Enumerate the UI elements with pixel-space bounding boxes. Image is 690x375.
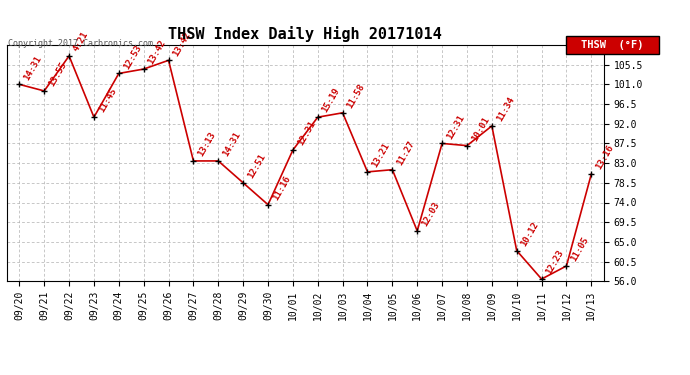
Text: 12:51: 12:51 [246, 152, 267, 180]
Text: 13:21: 13:21 [371, 141, 391, 169]
Text: 12:03: 12:03 [420, 200, 441, 228]
Text: 13:42: 13:42 [146, 39, 168, 66]
Text: 10:12: 10:12 [520, 220, 541, 248]
Text: 11:58: 11:58 [346, 82, 366, 110]
Text: 14:31: 14:31 [22, 54, 43, 82]
Text: 11:27: 11:27 [395, 139, 416, 167]
Text: 11:45: 11:45 [97, 87, 118, 114]
Text: 15:19: 15:19 [321, 87, 342, 114]
Text: 10:01: 10:01 [470, 115, 491, 143]
Title: THSW Index Daily High 20171014: THSW Index Daily High 20171014 [168, 27, 442, 42]
Text: 13:42: 13:42 [171, 30, 193, 57]
Text: 13:55: 13:55 [47, 60, 68, 88]
Text: 13:16: 13:16 [594, 144, 615, 171]
Text: 12:31: 12:31 [296, 120, 317, 147]
Text: 13:13: 13:13 [196, 130, 217, 158]
Text: 4:21: 4:21 [72, 30, 90, 53]
Text: 11:16: 11:16 [270, 174, 292, 202]
Text: 12:23: 12:23 [544, 249, 566, 276]
Text: 12:31: 12:31 [445, 113, 466, 141]
Text: 11:05: 11:05 [569, 236, 591, 263]
Text: 14:31: 14:31 [221, 130, 242, 158]
Text: 12:53: 12:53 [121, 43, 143, 70]
Text: 11:34: 11:34 [495, 95, 516, 123]
Text: Copyright 2017 Carbronics.com: Copyright 2017 Carbronics.com [8, 39, 153, 48]
Text: THSW  (°F): THSW (°F) [581, 40, 644, 50]
